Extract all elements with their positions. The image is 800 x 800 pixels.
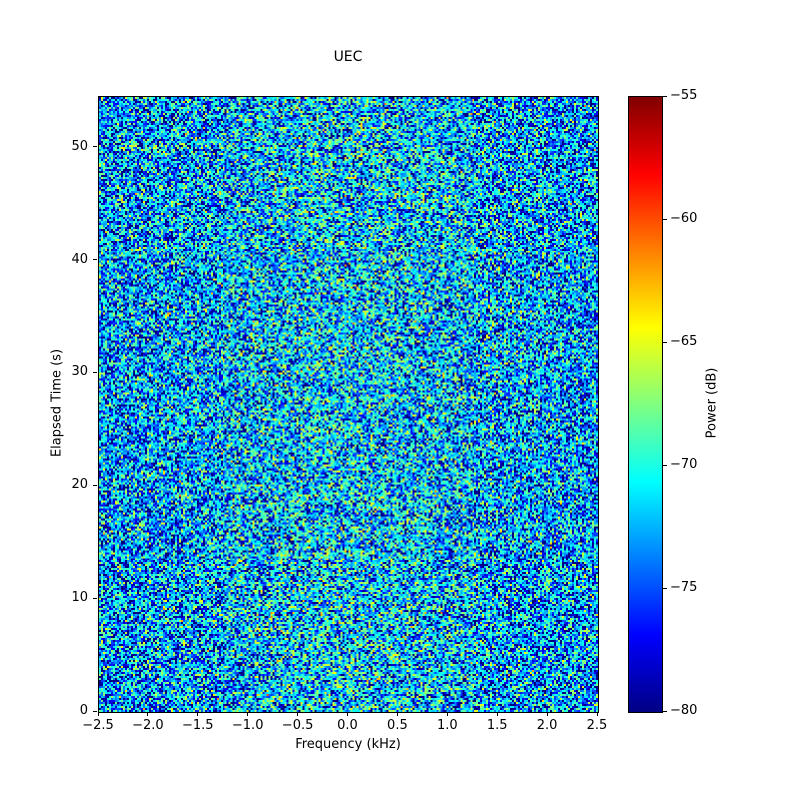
colorbar-tick-label: −60 bbox=[670, 211, 698, 226]
y-tick-mark bbox=[93, 146, 97, 148]
x-tick-mark bbox=[247, 712, 249, 716]
y-tick-label: 20 bbox=[71, 477, 88, 493]
y-tick-mark bbox=[93, 371, 97, 373]
x-tick-label: 2.5 bbox=[586, 718, 608, 733]
x-tick-mark bbox=[496, 712, 498, 716]
x-tick-mark bbox=[347, 712, 348, 716]
colorbar-tick-mark bbox=[663, 464, 667, 466]
colorbar-tick-mark bbox=[663, 218, 667, 220]
y-tick-mark bbox=[93, 259, 97, 261]
x-tick-label: 1.0 bbox=[436, 718, 458, 733]
y-tick-mark bbox=[93, 710, 97, 712]
x-tick-label: 0.0 bbox=[337, 718, 358, 733]
x-tick-label: −1.5 bbox=[182, 718, 214, 733]
colorbar-tick-label: −75 bbox=[670, 580, 698, 595]
spectrogram-canvas bbox=[99, 97, 598, 712]
x-tick-label: −1.0 bbox=[231, 718, 264, 733]
y-tick-mark bbox=[93, 484, 97, 486]
waterfall-plot-area bbox=[98, 96, 599, 713]
colorbar-tick-label: −65 bbox=[670, 334, 698, 349]
colorbar-tick-mark bbox=[663, 710, 667, 712]
x-tick-label: 1.5 bbox=[486, 718, 508, 733]
x-tick-mark bbox=[197, 712, 199, 716]
colorbar-tick-mark bbox=[663, 95, 667, 97]
y-tick-label: 10 bbox=[71, 590, 88, 606]
x-tick-label: 0.5 bbox=[387, 718, 408, 733]
x-tick-label: −2.5 bbox=[82, 718, 114, 733]
colorbar-tick-mark bbox=[663, 587, 667, 589]
y-tick-mark bbox=[93, 597, 97, 599]
x-tick-mark bbox=[596, 712, 598, 716]
y-tick-label: 0 bbox=[79, 703, 88, 718]
x-tick-mark bbox=[546, 712, 548, 716]
y-tick-label: 40 bbox=[71, 251, 88, 267]
x-tick-mark bbox=[297, 712, 299, 716]
x-tick-mark bbox=[97, 712, 99, 716]
y-axis-label: Elapsed Time (s) bbox=[49, 348, 65, 458]
x-tick-label: −2.0 bbox=[132, 718, 164, 733]
x-tick-mark bbox=[147, 712, 149, 716]
x-tick-label: 2.0 bbox=[536, 718, 558, 733]
y-tick-label: 50 bbox=[71, 138, 88, 154]
x-tick-mark bbox=[446, 712, 448, 716]
colorbar-label: Power (dB) bbox=[704, 367, 720, 439]
x-tick-label: −0.5 bbox=[281, 718, 314, 733]
colorbar-tick-label: −80 bbox=[670, 703, 698, 718]
x-tick-mark bbox=[396, 712, 398, 716]
colorbar-tick-label: −55 bbox=[670, 88, 698, 103]
colorbar bbox=[628, 96, 663, 713]
colorbar-tick-mark bbox=[663, 341, 667, 343]
colorbar-tick-label: −70 bbox=[670, 457, 698, 472]
y-tick-label: 30 bbox=[71, 364, 88, 380]
x-axis-label: Frequency (kHz) bbox=[295, 737, 401, 752]
plot-title: UEC bbox=[333, 49, 363, 65]
